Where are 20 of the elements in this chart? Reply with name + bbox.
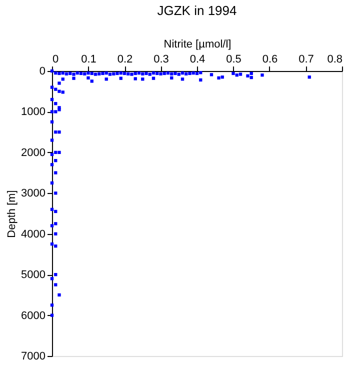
y-tick-label: 4000 (21, 228, 46, 240)
y-tick-label: 0 (39, 66, 46, 78)
x-tick-label: 0.7 (298, 54, 314, 66)
y-tick-label: 3000 (21, 188, 46, 200)
chart-title: JGZK in 1994 (157, 3, 237, 18)
x-tick-label: 0.2 (117, 54, 133, 66)
x-tick-label: 0.3 (154, 54, 169, 66)
x-tick-label: 0.6 (262, 54, 278, 66)
y-axis-title: Depth [m] (6, 190, 18, 238)
y-tick-label: 5000 (21, 269, 46, 282)
y-tick-label: 7000 (21, 350, 46, 362)
x-tick-label: 0.4 (190, 54, 206, 66)
x-tick-label: 0.8 (327, 54, 342, 66)
x-tick-label: 0.5 (226, 54, 242, 66)
y-tick-label: 6000 (21, 310, 46, 322)
x-axis-title: Nitrite [µmol/l] (164, 38, 232, 50)
y-tick-label: 1000 (21, 106, 46, 118)
x-tick-label: 0 (52, 54, 59, 66)
x-tick-label: 0.1 (81, 54, 96, 66)
y-tick-label: 2000 (21, 146, 46, 159)
